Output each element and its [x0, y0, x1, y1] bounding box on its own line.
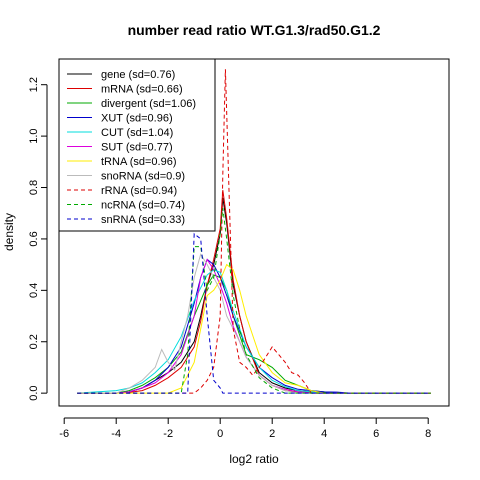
legend-label: mRNA (sd=0.66) [101, 84, 183, 96]
legend-box [58, 58, 216, 232]
y-tick-label: 1.0 [28, 128, 40, 143]
legend-label: rRNA (sd=0.94) [101, 185, 177, 197]
plot-frame [58, 58, 450, 407]
series-line-2 [77, 274, 431, 394]
legend: gene (sd=0.76) mRNA (sd=0.66) divergent (s… [58, 58, 216, 232]
legend-label: CUT (sd=1.04) [101, 127, 173, 139]
series-line-4 [77, 269, 431, 394]
y-axis: 0.0 0.2 0.4 0.6 0.8 1.0 1.2 [28, 77, 48, 401]
x-tick-label: -6 [59, 428, 69, 440]
y-tick-label: 0.8 [28, 180, 40, 195]
plot-series-group [77, 69, 431, 394]
x-tick-label: 8 [425, 428, 431, 440]
legend-label: XUT (sd=0.96) [101, 113, 173, 125]
series-line-8 [77, 69, 431, 394]
legend-label: ncRNA (sd=0.74) [101, 200, 185, 212]
y-tick-label: 0.4 [28, 283, 40, 298]
y-tick-label: 0.0 [28, 385, 40, 400]
legend-label: gene (sd=0.76) [101, 69, 175, 81]
legend-label: SUT (sd=0.77) [101, 142, 173, 154]
x-tick-label: 2 [269, 428, 275, 440]
x-tick-label: -2 [163, 428, 173, 440]
chart-title: number read ratio WT.G1.3/rad50.G1.2 [128, 22, 381, 38]
series-line-9 [77, 208, 431, 394]
series-line-0 [77, 197, 431, 394]
series-line-3 [77, 258, 431, 394]
x-axis: -6 -4 -2 0 2 4 6 8 [59, 417, 431, 440]
y-tick-label: 0.6 [28, 231, 40, 246]
series-line-6 [77, 263, 431, 394]
y-tick-label: 1.2 [28, 77, 40, 92]
series-line-7 [77, 253, 431, 394]
x-tick-label: 4 [321, 428, 327, 440]
legend-label: snRNA (sd=0.33) [101, 214, 185, 226]
x-axis-label: log2 ratio [229, 452, 279, 466]
legend-label: tRNA (sd=0.96) [101, 156, 177, 168]
legend-label: divergent (sd=1.06) [101, 98, 196, 110]
series-line-10 [77, 232, 431, 394]
y-axis-label: density [2, 213, 16, 251]
series-line-5 [77, 258, 431, 394]
legend-label: snoRNA (sd=0.9) [101, 171, 185, 183]
y-tick-label: 0.2 [28, 334, 40, 349]
x-tick-label: 0 [217, 428, 223, 440]
x-tick-label: 6 [373, 428, 379, 440]
x-tick-label: -4 [111, 428, 121, 440]
